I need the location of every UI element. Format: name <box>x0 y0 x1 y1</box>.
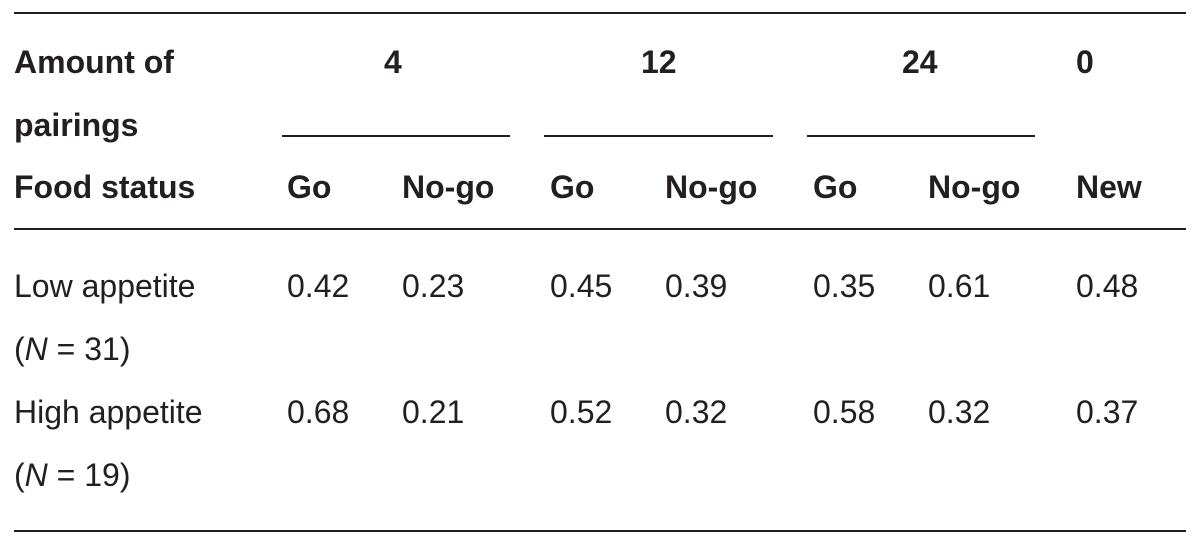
cell-high-nogo-12: 0.32 <box>665 394 728 430</box>
cell-low-new: 0.48 <box>1076 268 1139 304</box>
cell-low-nogo-24: 0.61 <box>928 268 991 304</box>
row-label-high-appetite: High appetite <box>14 394 203 430</box>
header-group-12: 12 <box>641 44 677 80</box>
cell-low-go-4: 0.42 <box>287 268 350 304</box>
header-col-nogo-24: No-go <box>928 169 1021 205</box>
header-group-24: 24 <box>902 44 938 80</box>
cell-low-go-12: 0.45 <box>550 268 613 304</box>
top-rule <box>14 12 1186 14</box>
header-col-new: New <box>1076 169 1142 205</box>
group-12-underline <box>544 135 773 137</box>
cell-low-nogo-12: 0.39 <box>665 268 728 304</box>
n-value: = 31) <box>47 331 131 367</box>
row-n-low-appetite: (N = 31) <box>14 329 130 369</box>
header-group-0: 0 <box>1076 44 1094 80</box>
row-n-high-appetite: (N = 19) <box>14 455 130 495</box>
cell-high-new: 0.37 <box>1076 394 1139 430</box>
header-pairings-line2: pairings <box>14 107 139 143</box>
header-food-status: Food status <box>14 169 196 205</box>
header-col-nogo-12: No-go <box>665 169 758 205</box>
n-symbol: N <box>24 457 48 493</box>
n-open: ( <box>14 457 25 493</box>
bottom-rule <box>14 530 1186 532</box>
cell-high-nogo-24: 0.32 <box>928 394 991 430</box>
header-col-go-24: Go <box>813 169 858 205</box>
group-24-underline <box>807 135 1035 137</box>
group-4-underline <box>282 135 510 137</box>
cell-high-go-24: 0.58 <box>813 394 876 430</box>
header-col-go-4: Go <box>287 169 332 205</box>
cell-high-go-12: 0.52 <box>550 394 613 430</box>
cell-high-nogo-4: 0.21 <box>402 394 465 430</box>
header-rule <box>14 228 1186 230</box>
row-label-low-appetite: Low appetite <box>14 268 196 304</box>
cell-low-go-24: 0.35 <box>813 268 876 304</box>
n-value: = 19) <box>47 457 131 493</box>
cell-high-go-4: 0.68 <box>287 394 350 430</box>
n-open: ( <box>14 331 25 367</box>
header-amount-of-pairings: Amount of <box>14 44 174 80</box>
n-symbol: N <box>24 331 48 367</box>
header-col-go-12: Go <box>550 169 595 205</box>
header-col-nogo-4: No-go <box>402 169 495 205</box>
header-group-4: 4 <box>384 44 402 80</box>
cell-low-nogo-4: 0.23 <box>402 268 465 304</box>
